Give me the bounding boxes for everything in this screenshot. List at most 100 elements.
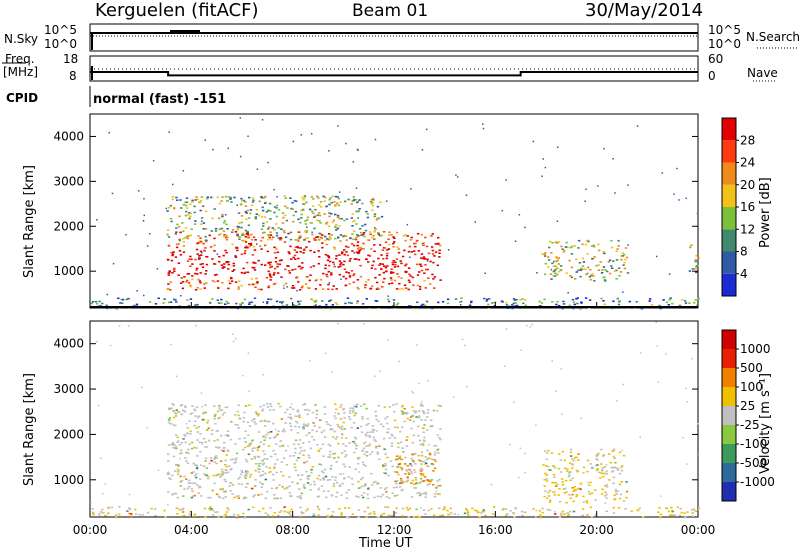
power-cell <box>336 196 339 198</box>
power-cell <box>259 245 262 247</box>
power-cell <box>551 262 554 265</box>
power-cell <box>552 265 555 268</box>
power-cell <box>273 246 276 249</box>
power-cell <box>296 245 299 248</box>
velocity-cell <box>374 480 377 483</box>
power-cell <box>505 179 507 181</box>
power-cell <box>242 267 245 270</box>
power-cell <box>591 245 594 247</box>
velocity-cell <box>696 453 698 455</box>
velocity-cell <box>361 418 364 420</box>
velocity-cell <box>423 424 426 426</box>
velocity-cell <box>400 406 404 408</box>
power-cell <box>621 252 624 254</box>
power-cell <box>262 197 266 199</box>
velocity-cell <box>257 456 261 458</box>
velocity-cell <box>226 434 229 436</box>
velocity-cell <box>395 486 398 489</box>
power-cell <box>426 268 429 271</box>
velocity-cell <box>330 514 334 517</box>
power-cell <box>294 258 297 260</box>
power-cell <box>524 304 527 307</box>
power-cell <box>236 247 239 249</box>
velocity-cell <box>199 478 202 480</box>
velocity-cell <box>257 431 261 433</box>
velocity-cell <box>475 509 479 512</box>
velocity-cell <box>521 514 524 517</box>
velocity-cell <box>329 444 332 447</box>
velocity-cell <box>272 479 275 481</box>
velocity-cell <box>614 488 617 491</box>
velocity-cell <box>253 457 256 460</box>
velocity-cell <box>612 476 616 479</box>
power-cell <box>291 287 294 289</box>
power-cell <box>658 304 661 307</box>
velocity-cell <box>676 506 679 509</box>
velocity-cell <box>175 409 178 411</box>
power-cell <box>311 231 313 234</box>
velocity-cell <box>180 413 183 416</box>
power-cell <box>374 268 377 270</box>
velocity-cell <box>247 445 250 447</box>
power-cell <box>580 267 583 270</box>
power-cell <box>326 238 329 240</box>
velocity-cell <box>411 406 414 408</box>
velocity-cell <box>575 495 578 498</box>
power-cell <box>314 304 317 306</box>
power-colorbar-swatch <box>722 140 736 163</box>
velocity-cell <box>303 403 307 405</box>
velocity-cell <box>339 406 342 408</box>
power-cell <box>402 235 406 237</box>
velocity-cell <box>622 454 626 457</box>
velocity-cell <box>190 472 193 474</box>
power-cell <box>260 197 263 199</box>
power-cell <box>623 267 627 270</box>
power-cell <box>301 266 304 269</box>
power-cell <box>216 196 219 199</box>
velocity-cell <box>423 412 426 415</box>
velocity-cell <box>229 482 233 484</box>
velocity-cell <box>420 400 423 403</box>
power-cell <box>559 269 562 271</box>
velocity-cell <box>387 339 389 341</box>
cpid-label: CPID <box>6 91 39 105</box>
power-cell <box>188 217 191 220</box>
velocity-cell <box>290 403 293 405</box>
velocity-cell <box>604 502 606 504</box>
velocity-cell <box>242 417 246 419</box>
velocity-cell <box>406 477 409 479</box>
power-cell <box>336 214 340 217</box>
power-cell <box>254 282 257 285</box>
velocity-cell <box>226 471 230 474</box>
power-cell <box>247 135 249 137</box>
power-cell <box>223 263 226 265</box>
velocity-cell <box>406 464 409 467</box>
power-cell <box>636 125 639 127</box>
velocity-cell <box>369 512 372 515</box>
power-cell <box>295 200 298 202</box>
velocity-cell <box>658 507 661 509</box>
power-cell <box>378 244 382 246</box>
velocity-colorbar-swatch <box>722 368 736 387</box>
velocity-cell <box>174 445 178 448</box>
velocity-cell <box>220 409 224 411</box>
power-cell <box>330 213 333 215</box>
velocity-cell <box>201 441 204 444</box>
power-cell <box>236 204 238 206</box>
x-tick-label: 20:00 <box>579 523 614 537</box>
velocity-cell <box>595 469 599 472</box>
velocity-cell <box>316 477 319 480</box>
power-cell <box>289 197 292 199</box>
velocity-cell <box>298 452 302 455</box>
power-cell <box>432 278 435 280</box>
velocity-cell <box>399 430 402 433</box>
velocity-cell <box>381 493 385 496</box>
power-cell <box>328 282 331 284</box>
power-cell <box>370 199 373 201</box>
nave-tick-top: 60 <box>708 52 724 66</box>
velocity-cell <box>656 345 658 347</box>
power-cell <box>167 288 170 290</box>
power-cell <box>284 197 287 199</box>
power-cell <box>247 224 251 227</box>
velocity-cell <box>367 422 370 425</box>
